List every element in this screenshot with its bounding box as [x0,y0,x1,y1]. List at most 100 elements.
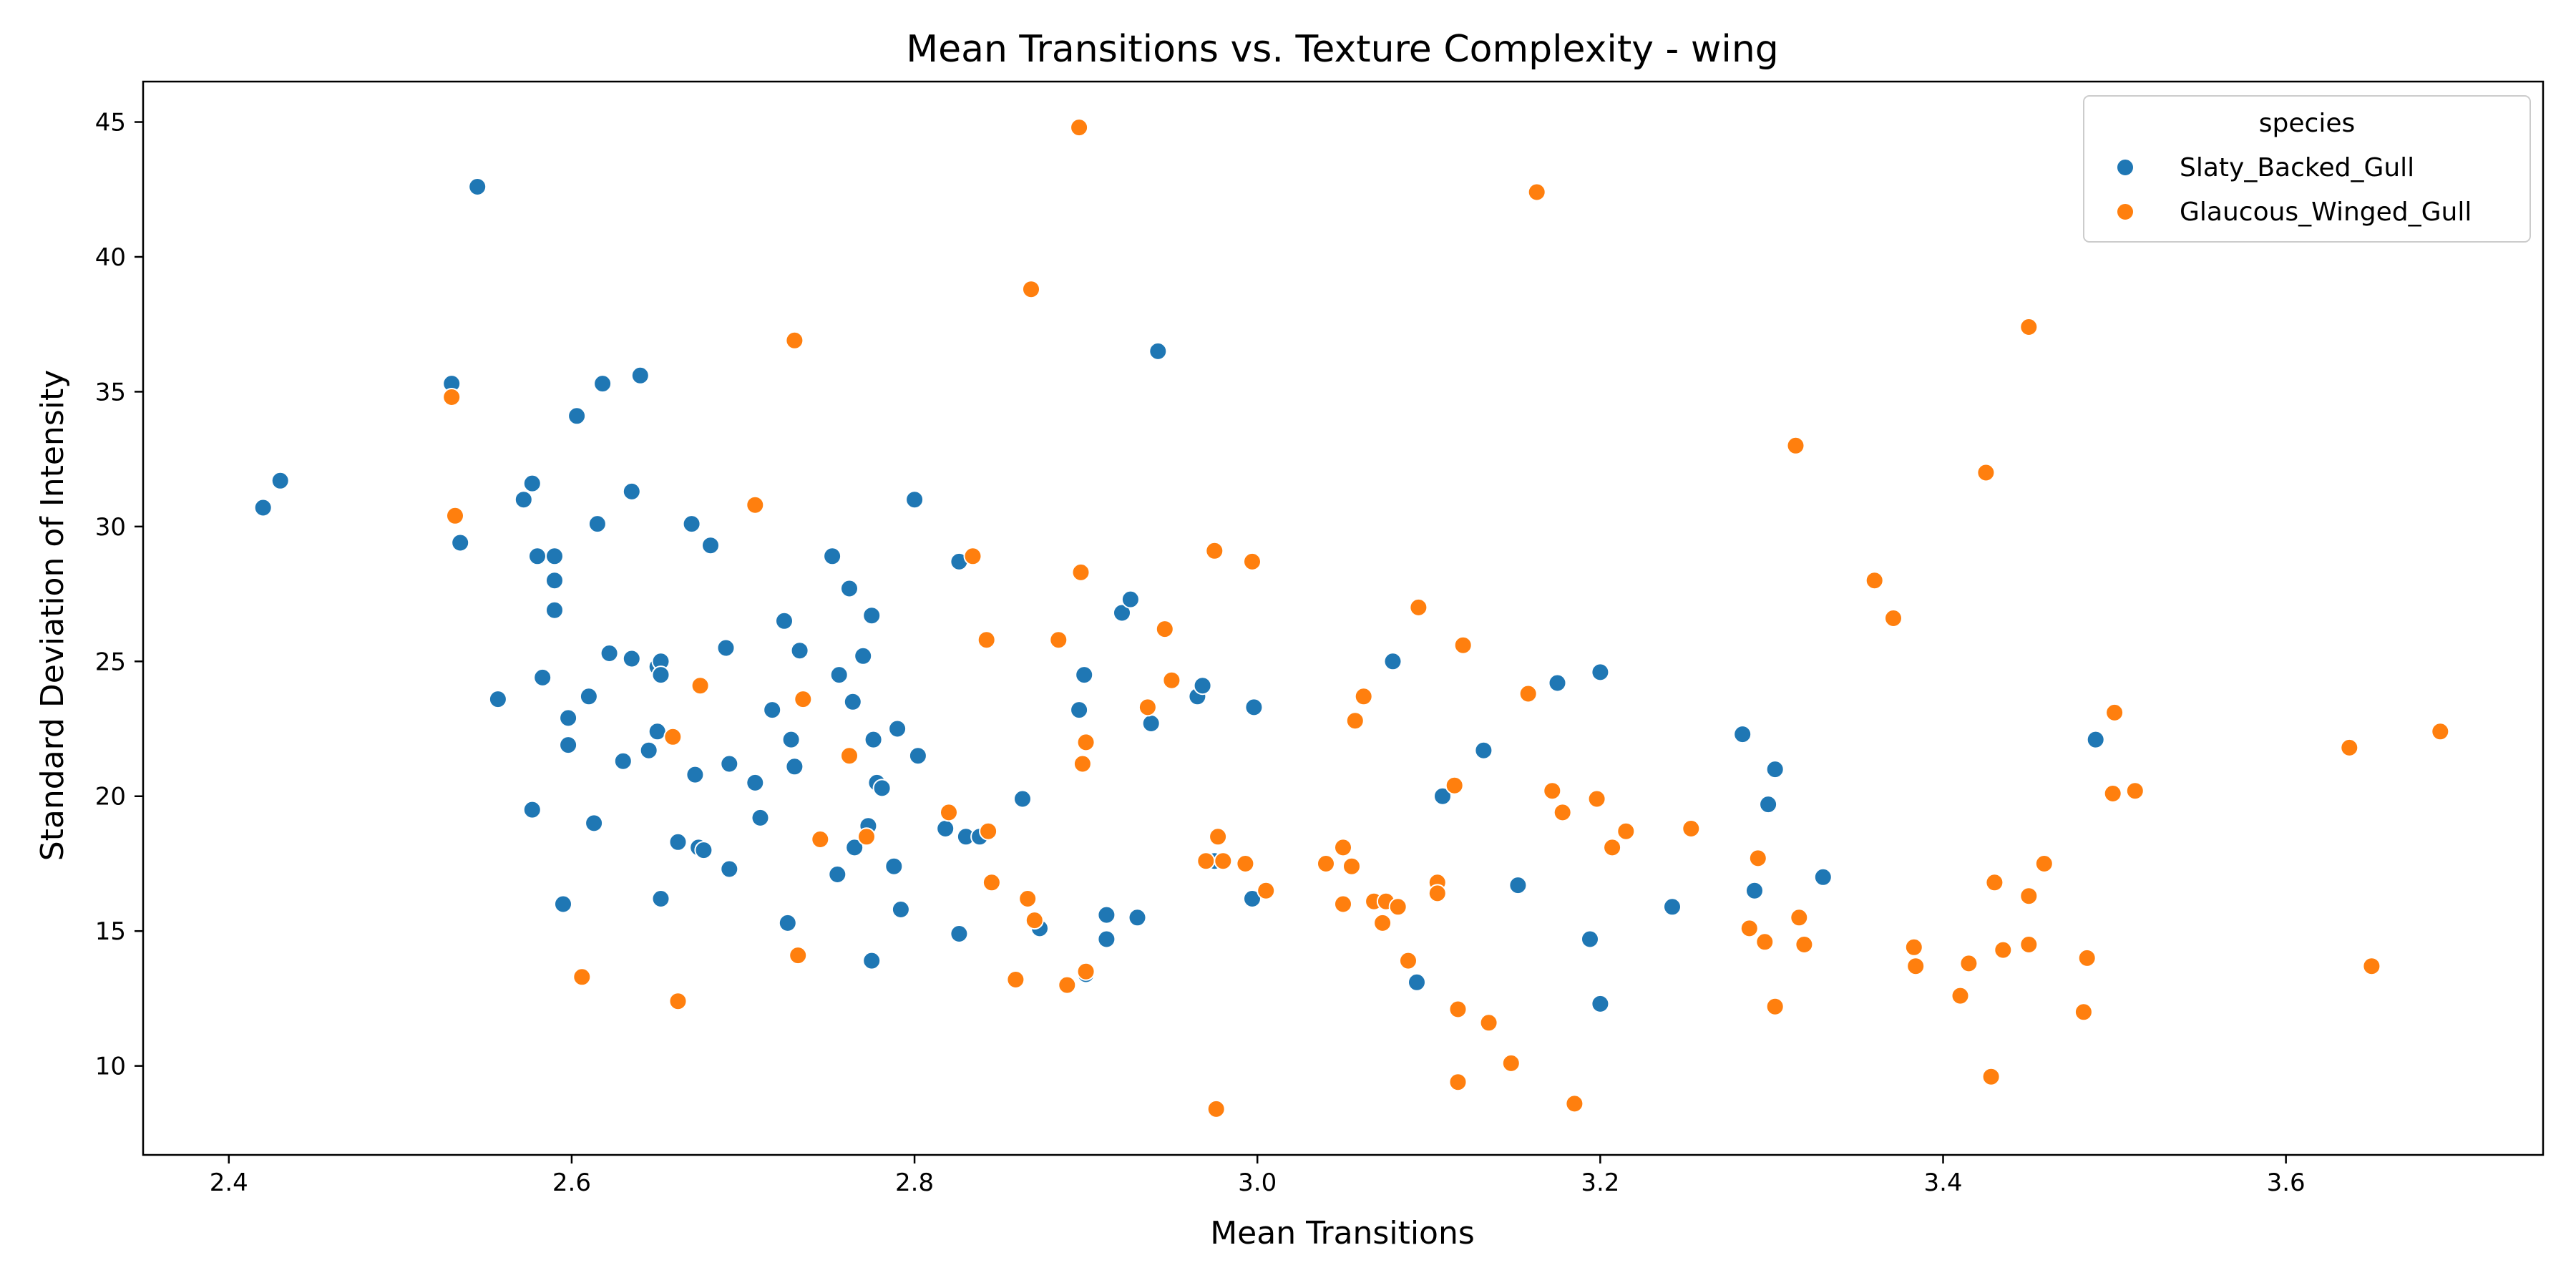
data-point [1407,972,1426,992]
data-point [845,838,864,857]
data-point [1193,676,1212,696]
data-point [1076,962,1096,981]
data-point [1518,684,1538,703]
data-point [1257,881,1276,900]
data-point [2103,784,2122,803]
data-point [2019,935,2039,954]
legend-label-slaty-backed-gull: Slaty_Backed_Gull [2180,153,2414,182]
data-point [651,665,670,685]
data-point [857,827,876,847]
data-point [781,730,801,749]
data-point [691,676,710,696]
data-point [751,808,770,827]
data-point [488,690,507,709]
data-point [1904,937,1923,957]
data-point [1354,687,1373,706]
data-point [940,803,958,822]
data-point [1603,838,1622,857]
data-point [1049,630,1068,650]
data-point [1243,552,1262,571]
data-point [1075,665,1094,685]
data-point [1548,673,1567,693]
data-point [1591,663,1610,682]
data-point [1345,711,1365,731]
data-point [1663,897,1682,917]
data-point [1527,182,1546,202]
data-point [2431,722,2450,741]
data-point [253,498,273,517]
data-point [864,730,883,749]
data-point [1025,911,1044,930]
y-tick-label: 15 [95,917,126,946]
data-point [528,547,547,566]
data-point [2340,738,2359,757]
data-point [1155,620,1174,639]
legend-marker-glaucous-winged-gull [2116,203,2135,221]
data-point [572,967,592,987]
data-point [1071,562,1091,582]
data-point [950,924,969,943]
data-point [1113,603,1131,623]
data-point [559,708,578,728]
data-point [585,814,604,833]
data-point [522,800,542,819]
data-point [579,687,598,706]
x-axis: 2.4 2.6 2.8 3.0 3.2 3.4 3.6 [210,1155,2306,1197]
data-point [1342,857,1361,876]
data-point [1073,754,1092,774]
data-point [720,754,739,774]
data-point [1479,1013,1498,1033]
data-point [1388,897,1407,917]
data-point [1205,541,1224,560]
data-point [1243,889,1262,908]
data-point [1058,975,1077,995]
data-point [1790,908,1809,927]
data-point [823,547,842,566]
data-point [639,741,658,760]
data-point [442,388,462,406]
data-point [648,722,667,741]
data-point [701,536,720,555]
data-point [630,366,650,385]
data-point [1006,970,1025,989]
data-point [567,406,587,426]
data-point [1070,118,1089,137]
data-point [2086,730,2105,749]
data-point [1765,997,1785,1016]
data-point [446,506,464,525]
data-point [593,374,613,394]
data-point [828,865,847,884]
data-point [854,646,873,665]
data-point [977,630,996,650]
data-point [785,757,804,776]
data-point [1740,919,1759,938]
data-point [622,649,641,668]
data-point [514,490,533,509]
data-point [1121,590,1140,609]
data-point [888,719,907,738]
data-point [2019,887,2039,906]
data-point [1733,725,1752,744]
data-point [587,514,607,534]
data-point [1581,930,1599,949]
data-point [963,547,982,566]
data-point [622,482,641,501]
data-point [1317,854,1335,873]
data-point [1976,463,1996,482]
data-point [872,779,892,798]
data-point [1097,905,1116,924]
data-point [613,751,633,771]
data-point [1445,776,1464,795]
data-point [982,873,1001,892]
series-glaucous-winged-gull [442,118,2450,1118]
data-point [1981,1067,2001,1086]
data-point [1884,609,1903,628]
data-point [1453,635,1473,655]
data-point [2362,957,2381,976]
data-point [1214,852,1233,871]
data-point [1765,760,1785,779]
data-point [936,819,955,838]
data-point [468,177,487,196]
data-point [2125,781,2145,801]
